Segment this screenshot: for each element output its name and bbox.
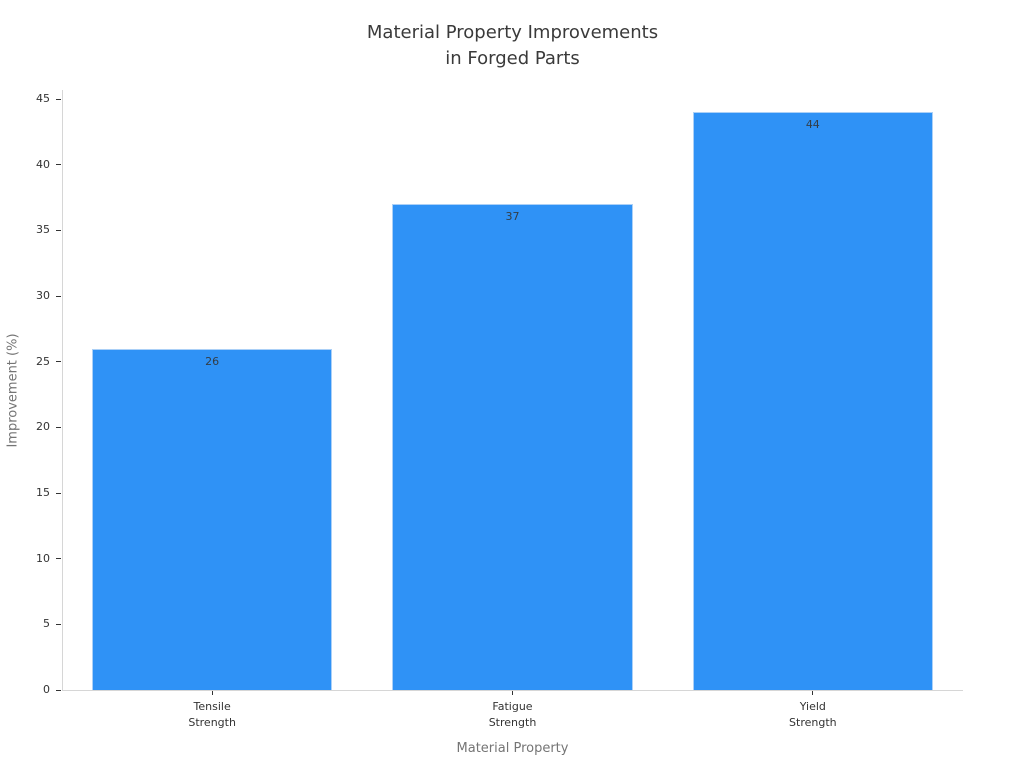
bar: 26 [92,348,333,690]
x-tick-label: Tensile Strength [188,700,236,729]
y-tick-mark [56,558,61,560]
chart-title-line-1: Material Property Improvements [366,22,659,43]
x-tick-mark [211,691,213,695]
y-tick-mark [56,689,61,691]
y-tick-label: 15 [36,486,50,500]
bar-value-label: 37 [505,210,520,224]
y-axis-spine [62,90,63,690]
y-tick-mark [56,295,61,297]
chart-title: Material Property Improvements in Forged… [62,20,963,72]
x-tick-label: Fatigue Strength [488,700,537,729]
y-tick-label: 0 [43,683,50,696]
bar: 44 [692,112,933,690]
y-tick-mark [56,98,61,100]
bar-value-label: 26 [205,354,220,368]
y-tick-mark [56,426,61,428]
y-tick-label: 35 [36,223,50,237]
chart-title-line-2: in Forged Parts [445,48,580,69]
bar-value-label: 44 [805,118,820,132]
y-tick-label: 25 [36,354,50,368]
y-tick-label: 40 [36,157,50,171]
y-tick-label: 5 [43,617,50,631]
x-axis-spine [62,690,963,691]
y-tick-mark [56,623,61,625]
x-tick-label: Yield Strength [789,700,837,729]
bar: 37 [392,204,633,690]
x-tick-mark [512,691,513,695]
y-tick-label: 30 [36,289,50,303]
y-tick-mark [56,361,61,363]
y-tick-mark [56,229,61,231]
x-axis-title: Material Property [456,741,569,756]
y-tick-label: 20 [36,420,50,434]
y-tick-label: 45 [36,92,50,106]
y-tick-mark [56,492,61,494]
y-tick-mark [56,164,61,166]
x-tick-mark [812,691,814,695]
y-axis-title: Improvement (%) [5,333,21,448]
y-tick-label: 10 [36,551,50,565]
